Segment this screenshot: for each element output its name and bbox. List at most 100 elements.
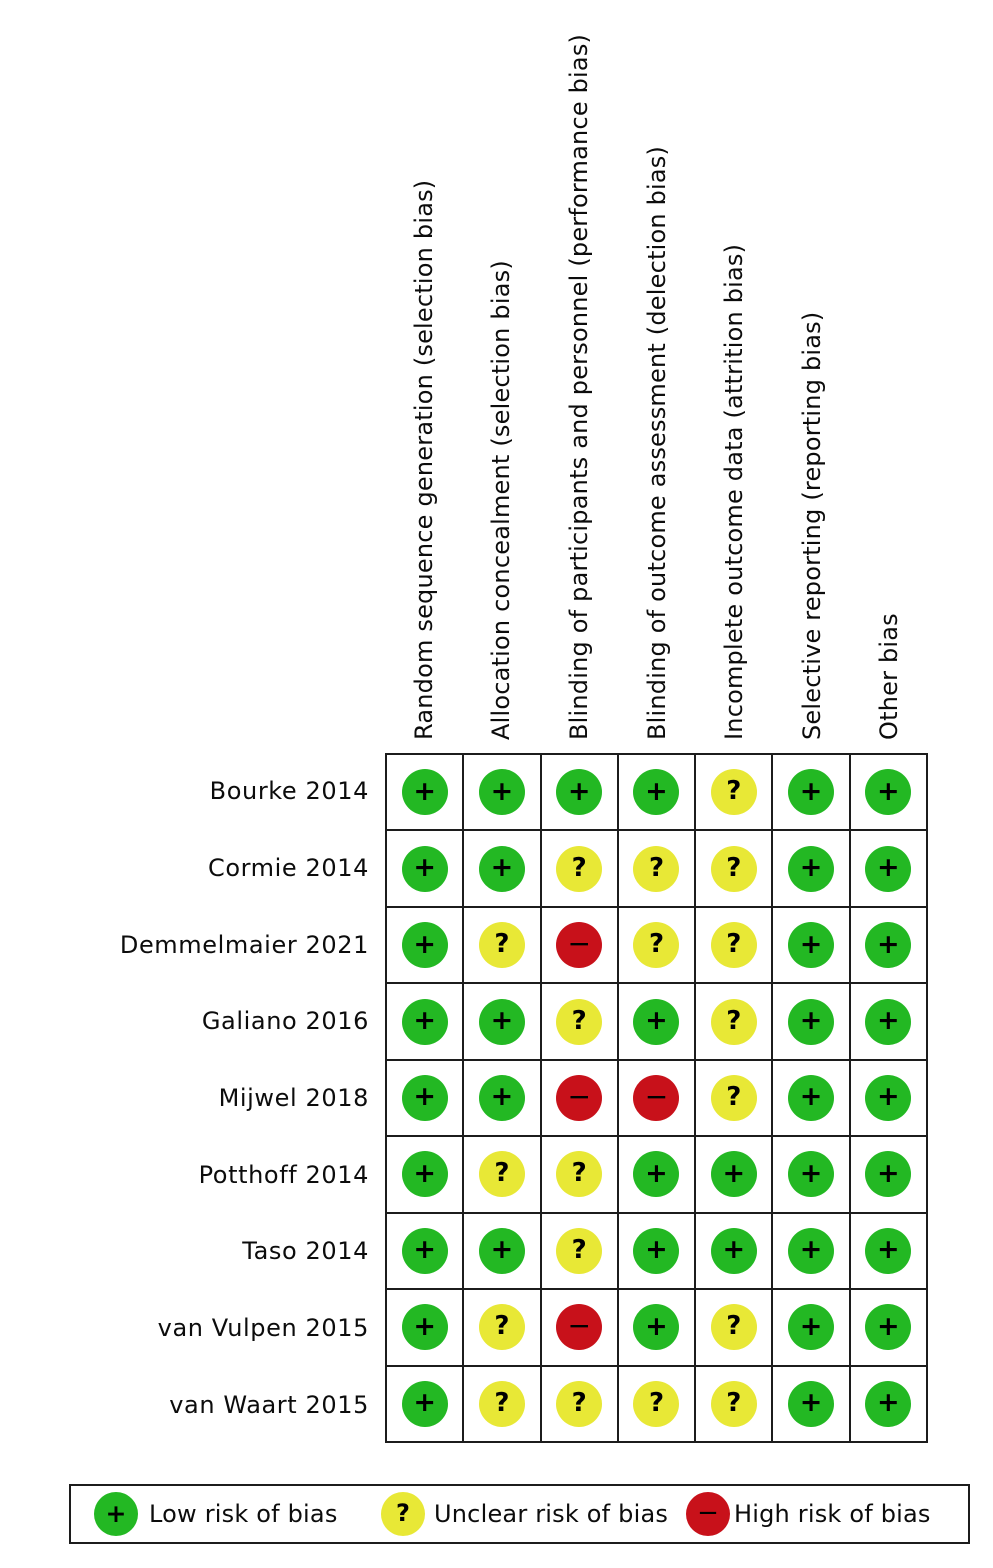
judgement-symbol: + [645,1005,668,1037]
judgement-symbol: ? [494,1158,510,1189]
judgement-symbol: + [799,1310,823,1342]
cell-r4-c2: + [463,983,541,1060]
judgement-circle-unclear-risk: ? [478,1380,525,1427]
cell-r3-c3: − [540,906,618,984]
judgement-symbol: ? [571,1158,587,1189]
judgement-circle-low-risk: + [710,1227,757,1274]
judgement-circle-low-risk: + [401,1380,448,1427]
judgement-circle-unclear-risk: ? [710,1074,757,1121]
judgement-circle-low-risk: + [401,1304,448,1351]
judgement-circle-low-risk: + [401,1227,448,1274]
judgement-symbol: ? [494,929,510,960]
cell-r9-c4: ? [617,1365,696,1442]
cell-r2-c1: + [386,830,464,907]
cell-r5-c4: − [617,1059,696,1137]
cell-r6-c4: + [617,1136,696,1213]
legend-circle-2: ? [381,1492,425,1536]
cell-r7-c7: + [849,1212,927,1290]
cell-r9-c2: ? [463,1365,541,1442]
judgement-circle-unclear-risk: ? [710,1304,757,1351]
judgement-circle-low-risk: + [401,1151,448,1198]
judgement-symbol: ? [648,1387,665,1418]
cell-r3-c6: + [772,906,850,984]
cell-r1-c1: + [386,754,464,831]
cell-r3-c2: ? [463,906,541,984]
row-label-4: Galiano 2016 [201,1007,369,1036]
cell-r8-c3: − [540,1289,618,1366]
legend-label-1: Low risk of bias [149,1500,338,1528]
cell-r2-c7: + [849,830,927,907]
cell-r8-c1: + [386,1289,464,1366]
row-label-9: van Waart 2015 [169,1390,369,1419]
row-label-3: Demmelmaier 2021 [119,930,369,959]
judgement-circle-low-risk: + [633,1304,680,1351]
judgement-circle-unclear-risk: ? [478,1151,525,1198]
judgement-circle-low-risk: + [401,769,448,816]
judgement-circle-unclear-risk: ? [556,1380,603,1427]
column-header-1: Random sequence generation (selection bi… [409,179,438,740]
judgement-symbol: + [799,1157,823,1189]
judgement-circle-low-risk: + [710,1151,757,1198]
cell-r8-c5: ? [695,1289,773,1366]
row-label-7: Taso 2014 [242,1237,369,1266]
judgement-symbol: − [567,1079,591,1113]
judgement-symbol: + [877,1005,900,1037]
cell-r8-c4: + [617,1289,696,1366]
cell-r2-c3: ? [540,830,618,907]
judgement-circle-high-risk: − [556,1074,603,1121]
column-header-4: Blinding of outcome assessment (delectio… [642,145,671,740]
judgement-circle-low-risk: + [865,922,912,969]
judgement-symbol: + [799,1005,823,1037]
judgement-circle-low-risk: + [633,1151,680,1198]
cell-r7-c4: + [617,1212,696,1290]
judgement-circle-high-risk: − [556,1304,603,1351]
judgement-symbol: + [799,775,823,807]
legend-symbol: ? [396,1499,410,1527]
judgement-circle-low-risk: + [865,1380,912,1427]
judgement-symbol: + [645,775,668,807]
judgement-circle-unclear-risk: ? [478,922,525,969]
judgement-symbol: + [413,852,436,884]
row-label-8: van Vulpen 2015 [157,1314,369,1342]
column-header-2: Allocation concealment (selection bias) [487,260,516,740]
judgement-circle-low-risk: + [788,922,835,969]
column-header-3: Blinding of participants and personnel (… [564,33,593,740]
cell-r9-c1: + [386,1365,464,1442]
cell-r7-c3: ? [540,1212,618,1290]
judgement-circle-unclear-risk: ? [556,1227,603,1274]
row-label-6: Potthoff 2014 [198,1160,369,1189]
judgement-circle-low-risk: + [478,1227,525,1274]
judgement-circle-unclear-risk: ? [633,922,680,969]
judgement-circle-low-risk: + [865,1304,912,1351]
judgement-symbol: ? [571,852,587,883]
judgement-symbol: + [799,1387,823,1419]
judgement-circle-unclear-risk: ? [710,998,757,1045]
judgement-circle-low-risk: + [865,1151,912,1198]
cell-r4-c1: + [386,983,464,1060]
cell-r4-c7: + [849,983,927,1060]
judgement-circle-high-risk: − [633,1074,680,1121]
judgement-circle-low-risk: + [865,769,912,816]
legend-label-2: Unclear risk of bias [434,1500,669,1528]
judgement-symbol: + [877,1310,900,1342]
judgement-circle-low-risk: + [478,1074,525,1121]
judgement-symbol: + [877,1081,900,1113]
cell-r5-c7: + [849,1059,927,1137]
judgement-symbol: + [877,775,900,807]
cell-r2-c5: ? [695,830,773,907]
cell-r4-c5: ? [695,983,773,1060]
cell-r7-c6: + [772,1212,850,1290]
legend-circle-1: + [94,1492,138,1536]
judgement-symbol: + [490,775,514,807]
cell-r6-c6: + [772,1136,850,1213]
judgement-circle-unclear-risk: ? [478,1304,525,1351]
row-label-1: Bourke 2014 [209,777,369,806]
judgement-circle-unclear-risk: ? [710,769,757,816]
cell-r3-c7: + [849,906,927,984]
cell-r1-c5: ? [695,754,773,831]
judgement-circle-low-risk: + [788,1074,835,1121]
legend-box [69,1484,970,1544]
judgement-circle-low-risk: + [633,769,680,816]
cell-r6-c3: ? [540,1136,618,1213]
judgement-symbol: + [877,1387,900,1419]
